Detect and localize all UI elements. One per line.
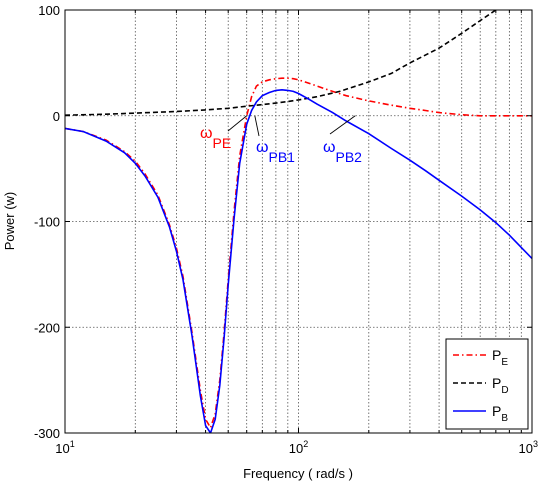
omega-pb2-pointer: [329, 115, 356, 135]
y-axis-label: Power (w): [2, 192, 17, 251]
y-tick-label: 0: [53, 109, 60, 124]
omega-pb1-pointer: [254, 115, 260, 137]
x-axis-label: Frequency ( rad/s ): [243, 466, 353, 481]
y-tick-label: -200: [34, 320, 60, 335]
series-lines: [65, 10, 532, 433]
series-line-p-b: [65, 88, 532, 433]
series-line-p-d: [65, 10, 497, 116]
y-tick-label: 100: [38, 3, 60, 18]
omega-pe-pointer: [227, 115, 247, 132]
y-tick-label: -100: [34, 215, 60, 230]
y-tick-label: -300: [34, 426, 60, 441]
legend-box: [445, 338, 529, 430]
